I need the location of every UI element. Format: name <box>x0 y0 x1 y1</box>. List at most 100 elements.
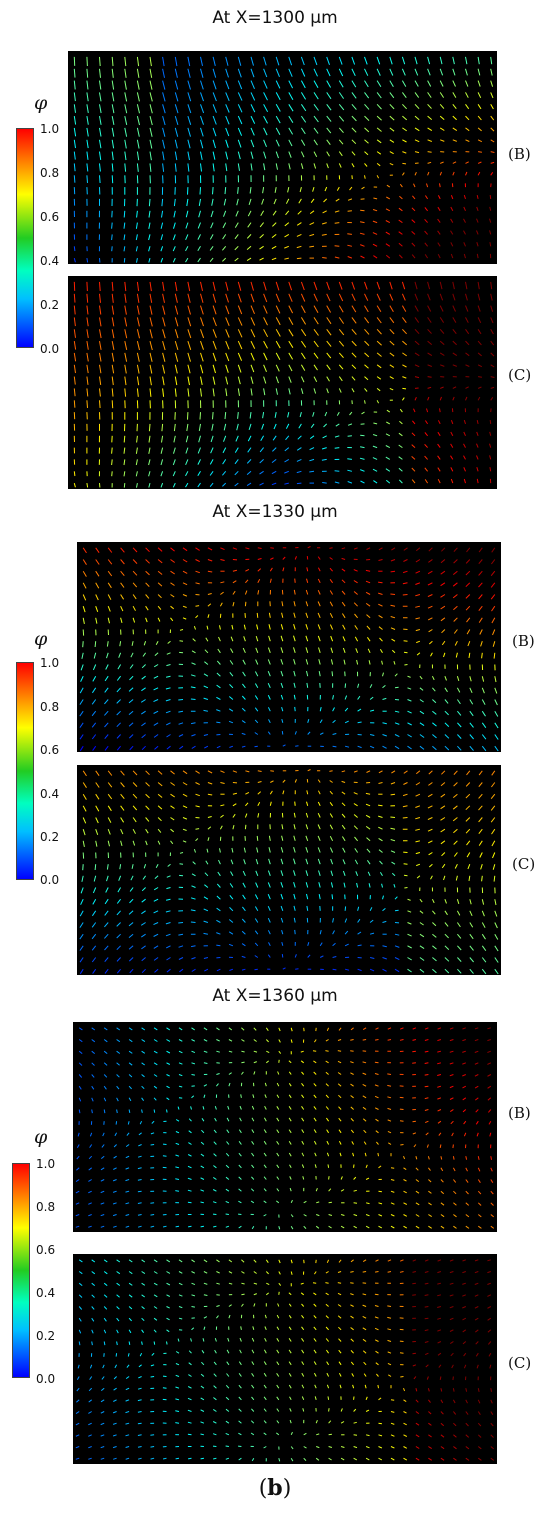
velocity-vector <box>424 230 428 235</box>
velocity-vector <box>489 420 492 424</box>
velocity-vector <box>450 1109 454 1113</box>
velocity-vector <box>256 624 259 630</box>
velocity-vector <box>88 1155 93 1160</box>
velocity-vector <box>124 305 127 315</box>
velocity-vector <box>238 1152 242 1157</box>
velocity-vector <box>414 56 418 65</box>
velocity-vector <box>216 919 221 923</box>
velocity-vector <box>141 1294 145 1298</box>
velocity-vector <box>330 647 334 653</box>
velocity-vector <box>378 837 383 842</box>
velocity-vector <box>73 364 76 374</box>
velocity-vector <box>222 470 227 476</box>
velocity-vector <box>344 943 349 947</box>
velocity-vector <box>394 745 400 750</box>
velocity-vector <box>111 127 115 137</box>
velocity-vector <box>427 1399 431 1403</box>
velocity-vector <box>439 171 442 176</box>
velocity-vector <box>95 805 100 812</box>
velocity-vector <box>316 1446 320 1449</box>
velocity-vector <box>153 734 159 738</box>
velocity-vector <box>202 1106 205 1110</box>
velocity-vector <box>276 1314 280 1319</box>
velocity-vector <box>490 161 495 164</box>
velocity-vector <box>378 1446 383 1449</box>
velocity-vector <box>237 352 243 361</box>
velocity-vector <box>123 459 126 466</box>
velocity-vector <box>232 590 236 595</box>
velocity-vector <box>318 671 321 677</box>
velocity-vector <box>300 56 305 66</box>
velocity-vector <box>469 745 474 751</box>
velocity-vector <box>162 293 165 303</box>
velocity-vector <box>82 782 87 788</box>
velocity-vector <box>353 591 358 595</box>
velocity-vector <box>149 281 152 292</box>
velocity-vector <box>326 68 331 77</box>
velocity-vector <box>272 222 277 227</box>
velocity-vector <box>203 1326 206 1330</box>
velocity-vector <box>288 1117 292 1122</box>
velocity-vector <box>79 933 84 940</box>
velocity-vector <box>365 580 371 584</box>
velocity-vector <box>465 582 471 588</box>
velocity-vector <box>478 840 483 846</box>
velocity-vector <box>300 151 305 158</box>
velocity-vector <box>313 1326 317 1331</box>
velocity-vector <box>155 863 159 868</box>
velocity-vector <box>148 482 151 488</box>
velocity-vector <box>116 1306 120 1310</box>
velocity-vector <box>241 930 246 935</box>
group-title: At X=1330 μm <box>212 502 338 522</box>
velocity-vector <box>200 1225 205 1228</box>
velocity-vector <box>177 1106 180 1110</box>
velocity-vector <box>103 1271 108 1275</box>
velocity-vector <box>440 582 446 587</box>
velocity-vector <box>276 1141 280 1145</box>
velocity-vector <box>137 1399 142 1402</box>
velocity-vector <box>241 1039 245 1042</box>
velocity-vector <box>337 1039 342 1041</box>
velocity-vector <box>490 397 494 401</box>
velocity-vector <box>424 1282 429 1285</box>
velocity-vector <box>289 1176 292 1180</box>
colorbar-symbol: φ <box>34 92 48 114</box>
velocity-vector <box>378 559 383 561</box>
velocity-vector <box>413 1376 417 1380</box>
velocity-vector <box>441 852 446 857</box>
velocity-vector <box>76 1167 80 1171</box>
velocity-vector <box>378 1190 382 1193</box>
velocity-vector <box>172 234 176 241</box>
velocity-vector <box>374 1339 379 1342</box>
velocity-vector <box>132 805 138 811</box>
velocity-vector <box>284 245 289 249</box>
velocity-vector <box>300 352 306 360</box>
velocity-vector <box>287 186 290 193</box>
velocity-vector <box>313 1060 317 1064</box>
velocity-vector <box>237 293 242 303</box>
velocity-vector <box>330 882 334 888</box>
velocity-vector <box>116 933 121 939</box>
velocity-vector <box>325 1117 330 1122</box>
velocity-vector <box>266 1282 270 1286</box>
velocity-vector <box>437 1341 442 1344</box>
velocity-vector <box>424 1097 429 1100</box>
velocity-vector <box>225 1213 229 1215</box>
velocity-vector <box>288 127 294 135</box>
velocity-vector <box>153 1282 158 1286</box>
velocity-vector <box>256 835 259 841</box>
velocity-vector <box>95 829 99 835</box>
velocity-vector <box>474 1097 479 1101</box>
velocity-vector <box>326 329 332 336</box>
velocity-vector <box>432 968 437 974</box>
velocity-vector <box>338 92 345 99</box>
velocity-vector <box>120 805 125 811</box>
velocity-vector <box>187 127 191 137</box>
velocity-vector <box>273 423 277 430</box>
velocity-vector <box>481 699 486 705</box>
velocity-vector <box>477 1202 482 1206</box>
velocity-vector <box>105 664 109 670</box>
velocity-vector <box>367 871 371 877</box>
velocity-vector <box>453 1422 457 1427</box>
velocity-vector <box>338 163 342 168</box>
